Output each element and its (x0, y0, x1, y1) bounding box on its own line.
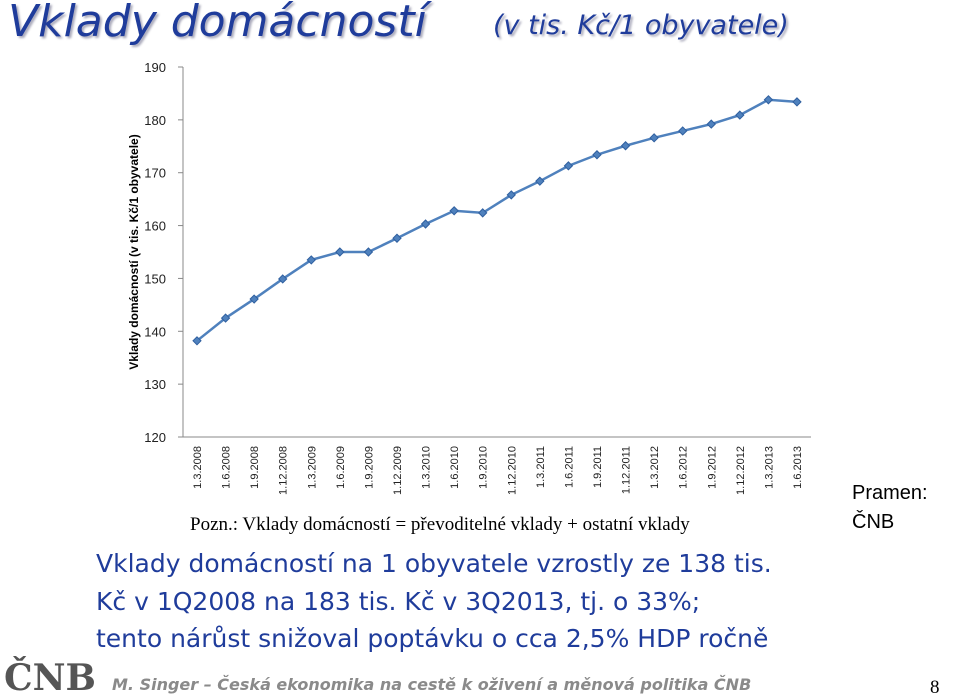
x-tick-label: 1.6.2009 (335, 446, 347, 489)
y-tick-label: 180 (144, 113, 166, 128)
x-tick-label: 1.3.2009 (306, 446, 318, 489)
paragraph-line: Vklady domácností na 1 obyvatele vzrostl… (96, 549, 772, 578)
marker (735, 110, 745, 120)
marker (620, 141, 631, 151)
x-tick-label: 1.9.2012 (706, 446, 718, 489)
page-number: 8 (930, 677, 940, 697)
marker (335, 247, 345, 257)
marker (792, 97, 802, 107)
x-tick-label: 1.12.2010 (506, 446, 518, 495)
x-tick-label: 1.3.2008 (192, 446, 204, 489)
marker (306, 255, 316, 265)
marker (278, 274, 288, 284)
paragraph-line: tento nárůst snižoval poptávku o cca 2,5… (96, 624, 768, 653)
y-tick-label: 120 (144, 430, 166, 445)
x-tick-label: 1.6.2011 (563, 446, 575, 488)
y-tick-label: 140 (144, 324, 166, 339)
marker (420, 219, 431, 229)
x-tick-label: 1.9.2011 (592, 446, 604, 488)
footer: M. Singer – Česká ekonomika na cestě k o… (112, 674, 751, 694)
y-tick-label: 190 (144, 60, 166, 75)
marker (449, 206, 459, 216)
marker (192, 336, 202, 346)
x-tick-label: 1.9.2010 (478, 446, 490, 489)
x-tick-label: 1.9.2009 (363, 446, 375, 489)
y-tick-label: 130 (144, 377, 166, 392)
marker (220, 313, 231, 323)
x-tick-label: 1.6.2008 (221, 446, 233, 489)
x-tick-label: 1.12.2009 (392, 446, 404, 495)
y-tick-label: 150 (144, 271, 166, 286)
line (196, 98, 798, 342)
y-axis-label: Vklady domácností (v tis. Kč/1 obyvatele… (127, 134, 141, 369)
plot: 120 130 140 150 160 170 180 190 1.3.2008 1.6.2008… (144, 60, 804, 495)
marker (563, 161, 574, 171)
x-tick-label: 1.12.2008 (278, 446, 290, 495)
x-tick-label: 1.3.2010 (421, 446, 433, 489)
x-tick-label: 1.6.2012 (678, 446, 690, 489)
source-label: Pramen: (852, 482, 928, 504)
marker (363, 247, 374, 257)
logo: ČNB (4, 657, 96, 697)
x-tick-label: 1.12.2012 (735, 446, 747, 495)
marker (677, 126, 688, 136)
marker (592, 150, 602, 160)
x-tick-label: 1.6.2010 (449, 446, 461, 489)
y-tick-label: 160 (144, 219, 166, 234)
marker (763, 95, 774, 105)
marker (706, 119, 716, 129)
slide-title: Vklady domácností (8, 0, 433, 47)
marker (506, 190, 516, 200)
marker (477, 208, 488, 218)
x-tick-label: 1.3.2013 (763, 446, 775, 489)
x-tick-label: 1.3.2012 (649, 446, 661, 489)
marker (535, 176, 545, 186)
note: Pozn.: Vklady domácností = převoditelné … (190, 514, 690, 535)
source-value: ČNB (852, 510, 894, 533)
x-tick-label: 1.9.2008 (249, 446, 261, 489)
marker (392, 233, 402, 243)
marker (249, 294, 259, 304)
x-tick-label: 1.3.2011 (535, 446, 547, 488)
marker (649, 133, 659, 143)
slide-subtitle: (v tis. Kč/1 obyvatele) (493, 10, 789, 41)
y-tick-label: 170 (144, 166, 166, 181)
paragraph-line: Kč v 1Q2008 na 183 tis. Kč v 3Q2013, tj.… (96, 587, 700, 616)
x-tick-label: 1.6.2013 (792, 446, 804, 489)
x-tick-label: 1.12.2011 (621, 446, 633, 494)
